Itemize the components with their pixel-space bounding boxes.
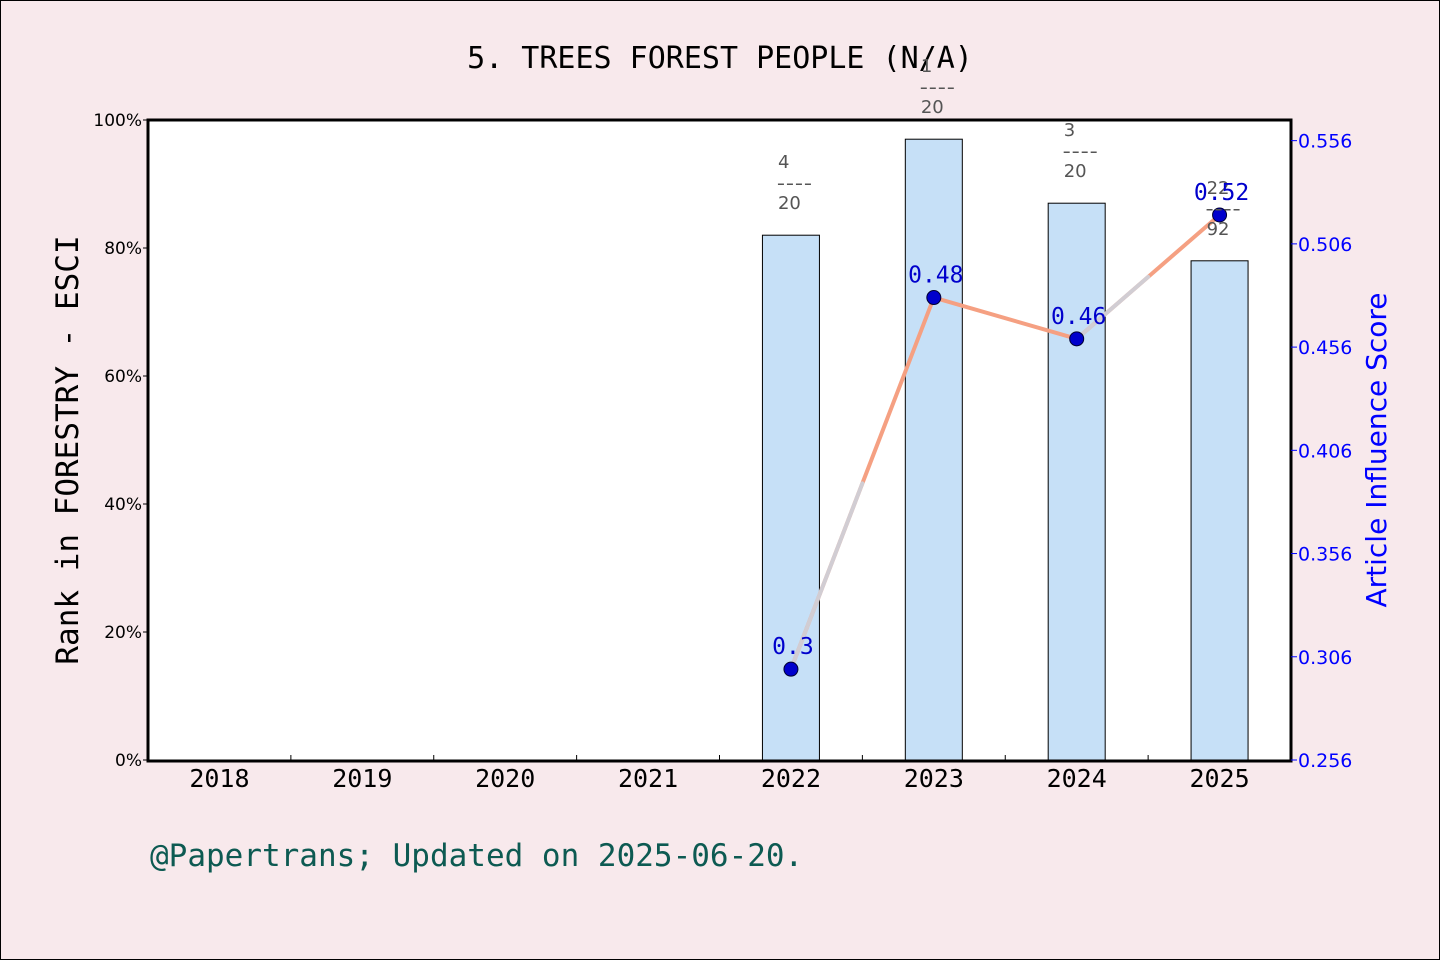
bar-label-denominator: 92 [1207, 219, 1230, 240]
x-tick-label: 2025 [1189, 764, 1249, 793]
bar-label-numerator: 3 [1064, 120, 1075, 141]
bar-2022 [761, 234, 820, 761]
x-tick-label: 2022 [761, 764, 821, 793]
left-tick-label: 0% [115, 751, 142, 771]
left-tick-label: 80% [104, 239, 142, 259]
x-tick-label: 2024 [1047, 764, 1107, 793]
line-point-2023 [926, 290, 942, 306]
bar-2025 [1190, 260, 1249, 761]
left-axis: 0% 20% 40% 60% 80% 100% [93, 111, 148, 771]
point-label: 0.48 [908, 263, 963, 289]
x-tick-label: 2020 [475, 764, 535, 793]
bar-label-numerator: 4 [778, 152, 789, 173]
line-point-2024 [1069, 331, 1085, 347]
right-axis: 0.256 0.306 0.356 0.406 0.456 0.506 0.556 [1291, 131, 1352, 772]
bars-group [761, 138, 1249, 761]
plot-area [148, 120, 1291, 761]
point-label: 0.3 [772, 634, 814, 660]
bar-2023 [904, 138, 963, 761]
point-label: 0.46 [1051, 304, 1106, 330]
point-label: 0.52 [1194, 180, 1249, 206]
line-point-2022 [783, 661, 799, 677]
x-tick-label: 2021 [618, 764, 678, 793]
bar-label-numerator: 22 [1207, 178, 1230, 199]
line-group [783, 207, 1228, 677]
right-tick-label: 0.506 [1298, 234, 1352, 256]
right-tick-label: 0.306 [1298, 647, 1352, 669]
x-tick-label: 2023 [904, 764, 964, 793]
line-segment-overlay [1074, 274, 1151, 341]
bar-label-denominator: 20 [921, 97, 944, 118]
point-labels-group: 0.3 0.48 0.46 0.52 [772, 180, 1249, 660]
bar-label-numerator: 1 [921, 56, 932, 77]
right-tick-label: 0.556 [1298, 131, 1352, 153]
bar-label-denominator: 20 [778, 193, 801, 214]
x-axis: 2018 2019 2020 2021 2022 2023 2024 2025 [189, 755, 1250, 793]
left-tick-label: 100% [93, 111, 142, 131]
right-tick-label: 0.356 [1298, 544, 1352, 566]
y2-axis-label: Article Influence Score [1360, 292, 1393, 607]
left-tick-label: 20% [104, 623, 142, 643]
x-tick-label: 2019 [332, 764, 392, 793]
x-tick-label: 2018 [189, 764, 249, 793]
left-tick-label: 40% [104, 495, 142, 515]
y-axis-label: Rank in FORESTRY - ESCI [50, 235, 86, 664]
bar-2024 [1047, 202, 1106, 761]
left-tick-label: 60% [104, 367, 142, 387]
footer-text: @Papertrans; Updated on 2025-06-20. [150, 838, 803, 874]
line-segment [931, 295, 1079, 341]
bar-labels-group: 4 20 1 20 3 20 22 92 [777, 56, 1241, 240]
line-segment-overlay [788, 481, 865, 672]
right-tick-label: 0.406 [1298, 440, 1352, 462]
chart-title: 5. TREES FOREST PEOPLE (N/A) [467, 41, 973, 76]
right-tick-label: 0.456 [1298, 337, 1352, 359]
bar-label-denominator: 20 [1064, 161, 1087, 182]
line-point-2025 [1212, 207, 1228, 223]
plot-border [146, 118, 1293, 763]
right-tick-label: 0.256 [1298, 750, 1352, 772]
